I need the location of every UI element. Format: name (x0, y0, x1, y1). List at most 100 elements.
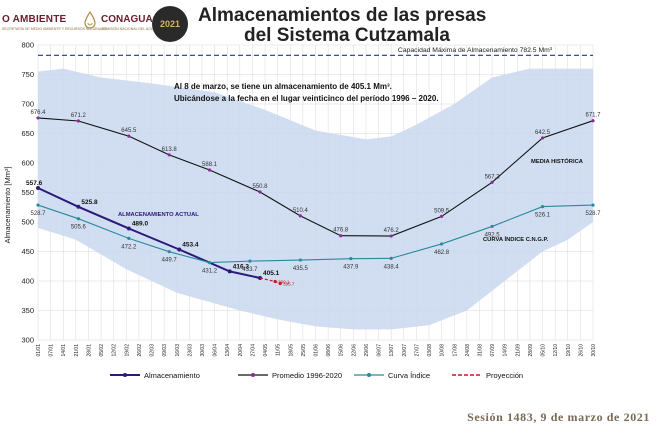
legend-label-promedio: Promedio 1996-2020 (272, 370, 343, 380)
legend-swatch-proyeccion (452, 374, 482, 376)
point-curva-ndice (36, 203, 40, 207)
x-tick-label: 26/10 (578, 344, 584, 357)
point-curva-ndice (440, 242, 444, 246)
x-tick-label: 14/09 (503, 344, 509, 357)
data-label-promedio-1996-2020: 476.2 (384, 228, 400, 234)
point-curva-ndice (76, 217, 80, 221)
data-label-curva-ndice: 492.5 (485, 232, 501, 238)
data-label-curva-ndice: 526.1 (535, 213, 551, 219)
data-label-curva-ndice: 449.7 (162, 258, 178, 264)
point-promedio-1996-2020 (389, 234, 393, 238)
x-tick-label: 21/01 (74, 344, 80, 357)
point-promedio-1996-2020 (298, 214, 302, 218)
x-tick-label: 08/06 (326, 344, 332, 357)
point-promedio-1996-2020 (167, 153, 171, 157)
legend-item-almacenamiento: Almacenamiento (110, 368, 200, 382)
annotation-line2: Ubicándose a la fecha en el lugar veinti… (174, 94, 439, 103)
data-label-promedio-1996-2020: 476.8 (333, 228, 349, 234)
axis-group: 300 350 400 450 500 550 600 650 700 750 800 01/01 07… (21, 41, 597, 357)
x-tick-label: 28/01 (86, 344, 92, 357)
data-label-almacenamiento: 416.3 (233, 263, 250, 270)
legend-item-promedio: Promedio 1996-2020 (238, 368, 342, 382)
data-label-promedio-1996-2020: 550.8 (252, 184, 268, 190)
point-curva-ndice (389, 256, 393, 260)
x-tick-label: 09/03 (162, 344, 168, 357)
x-tick-label: 22/06 (351, 344, 357, 357)
data-label-curva-ndice: 438.4 (384, 264, 400, 270)
point-promedio-1996-2020 (490, 180, 494, 184)
legend-swatch-promedio (238, 373, 268, 377)
y-tick-label: 600 (21, 159, 34, 168)
x-tick-label: 27/07 (414, 344, 420, 357)
point-almacenamiento (126, 226, 131, 231)
annotation-line1: Al 8 de marzo, se tiene un almacenamient… (174, 82, 392, 91)
point-promedio-1996-2020 (591, 119, 595, 123)
x-tick-label: 12/02 (112, 344, 118, 357)
x-tick-label: 17/08 (452, 344, 458, 357)
point-almacenamiento (227, 269, 232, 274)
session-footer: Sesión 1483, 9 de marzo de 2021 (467, 410, 650, 424)
data-label-promedio-1996-2020: 509.5 (434, 208, 450, 214)
point-almacenamiento (177, 247, 182, 252)
storage-chart: 300 350 400 450 500 550 600 650 700 750 800 01/01 07… (3, 41, 601, 357)
data-labels: 557.6 525.8 489.0 453.4 416.3 405.1 676.4 671.2… (26, 110, 601, 287)
point-curva-ndice (349, 257, 353, 261)
data-label-promedio-1996-2020: 671.2 (71, 113, 87, 119)
point-almacenamiento (36, 186, 40, 191)
legend-label-proyeccion: Proyección (486, 370, 524, 380)
data-label-promedio-1996-2020: 645.5 (121, 128, 137, 134)
x-tick-label: 06/04 (213, 344, 219, 357)
data-label-almacenamiento: 557.6 (26, 180, 43, 187)
historical-range-band (38, 68, 593, 330)
x-tick-label: 07/09 (490, 344, 496, 357)
data-label-almacenamiento: 525.8 (81, 199, 98, 206)
x-tick-label: 25/05 (301, 344, 307, 357)
data-label-curva-ndice: 431.2 (202, 269, 218, 275)
point-promedio-1996-2020 (76, 119, 80, 123)
x-tick-label: 18/05 (288, 344, 294, 357)
point-promedio-1996-2020 (36, 116, 40, 120)
legend-swatch-almacenamiento (110, 373, 140, 377)
y-tick-label: 300 (21, 336, 34, 345)
x-tick-label: 24/08 (465, 344, 471, 357)
point-proyecci-n (273, 279, 277, 284)
point-promedio-1996-2020 (339, 234, 343, 238)
legend-item-proyeccion: Proyección (452, 368, 523, 382)
y-tick-label: 500 (21, 218, 34, 227)
x-tick-label: 13/07 (389, 344, 395, 357)
point-curva-ndice (540, 205, 545, 209)
y-tick-label: 350 (21, 306, 34, 315)
y-tick-label: 650 (21, 129, 34, 138)
y-tick-label: 800 (21, 41, 34, 50)
y-tick-label: 700 (21, 100, 34, 109)
conagua-logo: CONAGUA (101, 14, 153, 25)
data-label-proyecci-n: 395.7 (283, 282, 295, 287)
x-tick-label: 13/04 (225, 344, 231, 357)
chart-legend: Almacenamiento Promedio 1996-2020 Curva … (0, 368, 660, 382)
label-almacenamiento-actual: ALMACENAMIENTO ACTUAL (118, 212, 199, 218)
data-label-curva-ndice: 528.7 (30, 211, 46, 217)
x-tick-label: 16/03 (175, 344, 181, 357)
x-tick-label: 06/07 (377, 344, 383, 357)
point-promedio-1996-2020 (540, 136, 545, 140)
x-tick-label: 14/01 (61, 344, 67, 357)
x-tick-label: 26/02 (137, 344, 143, 357)
data-label-promedio-1996-2020: 567.3 (485, 174, 501, 180)
y-tick-label: 400 (21, 277, 34, 286)
x-tick-label: 19/10 (566, 344, 572, 357)
point-proyecci-n (278, 281, 282, 286)
x-tick-label: 04/05 (263, 344, 269, 357)
x-tick-label: 19/02 (124, 344, 130, 357)
point-promedio-1996-2020 (127, 134, 131, 138)
data-label-almacenamiento: 453.4 (182, 241, 199, 248)
header: O AMBIENTE SECRETARÍA DE MEDIO AMBIENTE … (0, 0, 660, 46)
point-promedio-1996-2020 (207, 168, 212, 172)
label-media-historica: MEDIA HISTÓRICA (531, 157, 584, 165)
x-tick-label: 23/03 (187, 344, 193, 357)
x-tick-label: 15/06 (339, 344, 345, 357)
y-tick-label: 550 (21, 188, 34, 197)
x-tick-label: 29/06 (364, 344, 370, 357)
conagua-subtitle: COMISIÓN NACIONAL DEL AGUA (101, 27, 156, 31)
data-label-curva-ndice: 528.7 (585, 211, 601, 217)
data-label-curva-ndice: 472.2 (121, 244, 137, 250)
